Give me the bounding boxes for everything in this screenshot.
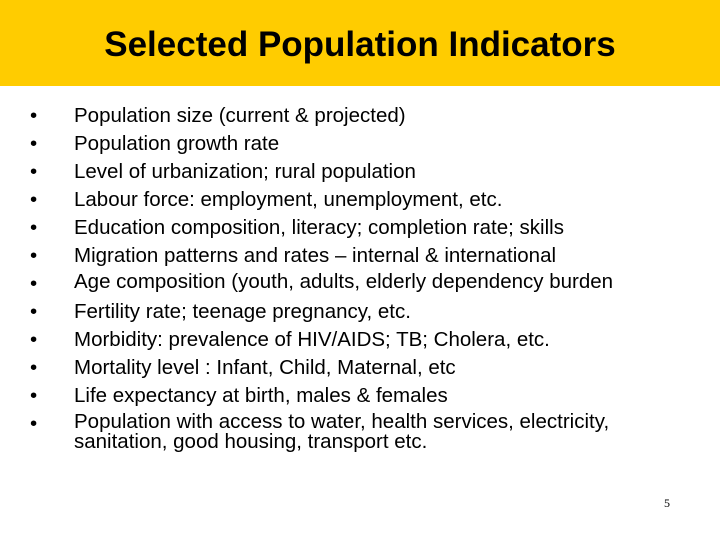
bullet-item: • Population growth rate [30,132,690,156]
bullet-text: Age composition (youth, adults, elderly … [74,270,614,293]
bullet-text: Mortality level : Infant, Child, Materna… [74,356,456,379]
bullet-text: Migration patterns and rates – internal … [74,244,557,267]
bullet-marker: • [30,384,38,407]
bullet-item: • Education composition, literacy; compl… [30,216,690,240]
bullet-marker: • [30,328,38,351]
bullet-marker: • [30,104,38,127]
page-number: 5 [664,496,670,510]
bullet-text: Level of urbanization; rural population [74,160,416,183]
bullet-text: Life expectancy at birth, males & female… [74,384,448,407]
bullet-text: Education composition, literacy; complet… [74,216,564,239]
bullet-marker: • [30,160,38,183]
bullet-text: Population with access to water, health … [74,410,610,453]
bullet-item: • Labour force: employment, unemployment… [30,188,690,212]
bullet-marker: • [30,216,38,239]
bullet-item: • Population size (current & projected) [30,104,690,128]
bullet-item: • Age composition (youth, adults, elderl… [30,270,690,296]
bullet-text: Labour force: employment, unemployment, … [74,188,503,211]
bullet-text: Morbidity: prevalence of HIV/AIDS; TB; C… [74,328,550,351]
bullet-marker: • [30,244,38,267]
bullet-item: • Migration patterns and rates – interna… [30,244,690,268]
bullet-text: Population growth rate [74,132,280,155]
bullet-item: • Life expectancy at birth, males & fema… [30,384,690,408]
bullet-marker: • [30,300,38,323]
bullet-item: • Mortality level : Infant, Child, Mater… [30,356,690,380]
bullet-item: • Level of urbanization; rural populatio… [30,160,690,184]
bullet-item: • Population with access to water, healt… [30,410,690,453]
bullet-marker: • [30,132,38,155]
bullet-marker: • [30,272,38,295]
bullet-text: Population size (current & projected) [74,104,406,127]
bullet-marker: • [30,412,38,435]
bullet-item: • Fertility rate; teenage pregnancy, etc… [30,300,690,324]
bullet-text: Fertility rate; teenage pregnancy, etc. [74,300,411,323]
title-bar: Selected Population Indicators [0,0,720,86]
slide-title: Selected Population Indicators [104,25,616,64]
bullet-marker: • [30,356,38,379]
bullet-item: • Morbidity: prevalence of HIV/AIDS; TB;… [30,328,690,352]
bullet-list: • Population size (current & projected) … [30,104,690,457]
bullet-marker: • [30,188,38,211]
